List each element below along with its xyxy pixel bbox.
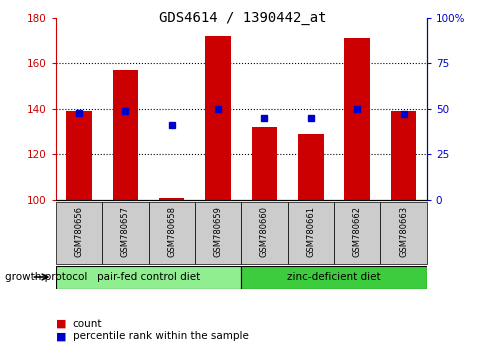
Text: ■: ■ xyxy=(56,331,66,341)
Text: GSM780660: GSM780660 xyxy=(259,206,269,257)
Text: pair-fed control diet: pair-fed control diet xyxy=(97,272,200,282)
Bar xyxy=(205,36,230,200)
Bar xyxy=(112,70,138,200)
Bar xyxy=(251,127,277,200)
Bar xyxy=(379,202,426,264)
Text: GSM780658: GSM780658 xyxy=(167,206,176,257)
Bar xyxy=(241,202,287,264)
Text: percentile rank within the sample: percentile rank within the sample xyxy=(73,331,248,341)
Text: growth protocol: growth protocol xyxy=(5,272,87,282)
Text: GSM780661: GSM780661 xyxy=(306,206,315,257)
Text: GSM780659: GSM780659 xyxy=(213,206,222,257)
Bar xyxy=(241,266,426,289)
Text: count: count xyxy=(73,319,102,329)
Text: GSM780663: GSM780663 xyxy=(398,206,407,257)
Text: zinc-deficient diet: zinc-deficient diet xyxy=(287,272,380,282)
Bar xyxy=(195,202,241,264)
Bar xyxy=(287,202,333,264)
Text: GSM780662: GSM780662 xyxy=(352,206,361,257)
Bar xyxy=(56,202,102,264)
Bar xyxy=(333,202,379,264)
Text: GDS4614 / 1390442_at: GDS4614 / 1390442_at xyxy=(158,11,326,25)
Bar xyxy=(66,111,91,200)
Text: GSM780656: GSM780656 xyxy=(75,206,83,257)
Text: GSM780657: GSM780657 xyxy=(121,206,130,257)
Bar xyxy=(298,134,323,200)
Bar xyxy=(159,198,184,200)
Text: ■: ■ xyxy=(56,319,66,329)
Bar xyxy=(56,266,241,289)
Bar xyxy=(102,202,148,264)
Bar xyxy=(148,202,195,264)
Bar xyxy=(390,111,415,200)
Bar xyxy=(344,38,369,200)
